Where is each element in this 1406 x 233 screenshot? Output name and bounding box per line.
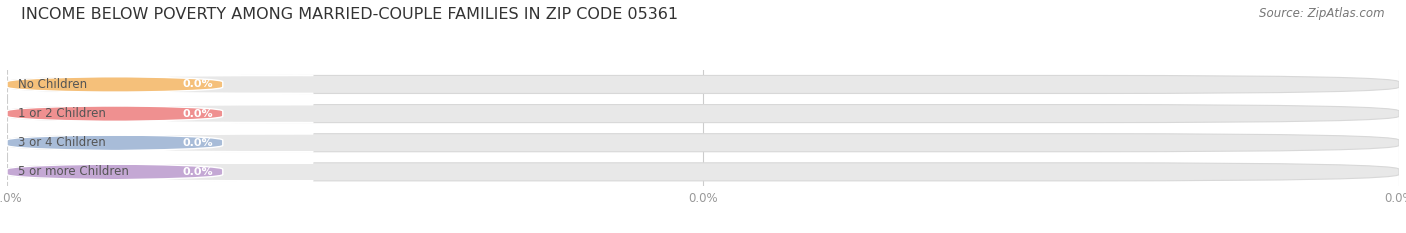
- FancyBboxPatch shape: [0, 163, 314, 181]
- Text: 5 or more Children: 5 or more Children: [18, 165, 129, 178]
- FancyBboxPatch shape: [7, 105, 1399, 123]
- Text: No Children: No Children: [18, 78, 87, 91]
- Text: 1 or 2 Children: 1 or 2 Children: [18, 107, 105, 120]
- FancyBboxPatch shape: [0, 134, 314, 152]
- Text: 3 or 4 Children: 3 or 4 Children: [18, 136, 105, 149]
- Text: 0.0%: 0.0%: [183, 138, 214, 148]
- FancyBboxPatch shape: [7, 163, 1399, 181]
- FancyBboxPatch shape: [7, 134, 1399, 152]
- Text: INCOME BELOW POVERTY AMONG MARRIED-COUPLE FAMILIES IN ZIP CODE 05361: INCOME BELOW POVERTY AMONG MARRIED-COUPL…: [21, 7, 678, 22]
- FancyBboxPatch shape: [7, 75, 1399, 93]
- Text: 0.0%: 0.0%: [183, 79, 214, 89]
- FancyBboxPatch shape: [0, 105, 314, 123]
- Text: 0.0%: 0.0%: [183, 109, 214, 119]
- Text: 0.0%: 0.0%: [183, 167, 214, 177]
- FancyBboxPatch shape: [0, 75, 314, 93]
- Text: Source: ZipAtlas.com: Source: ZipAtlas.com: [1260, 7, 1385, 20]
